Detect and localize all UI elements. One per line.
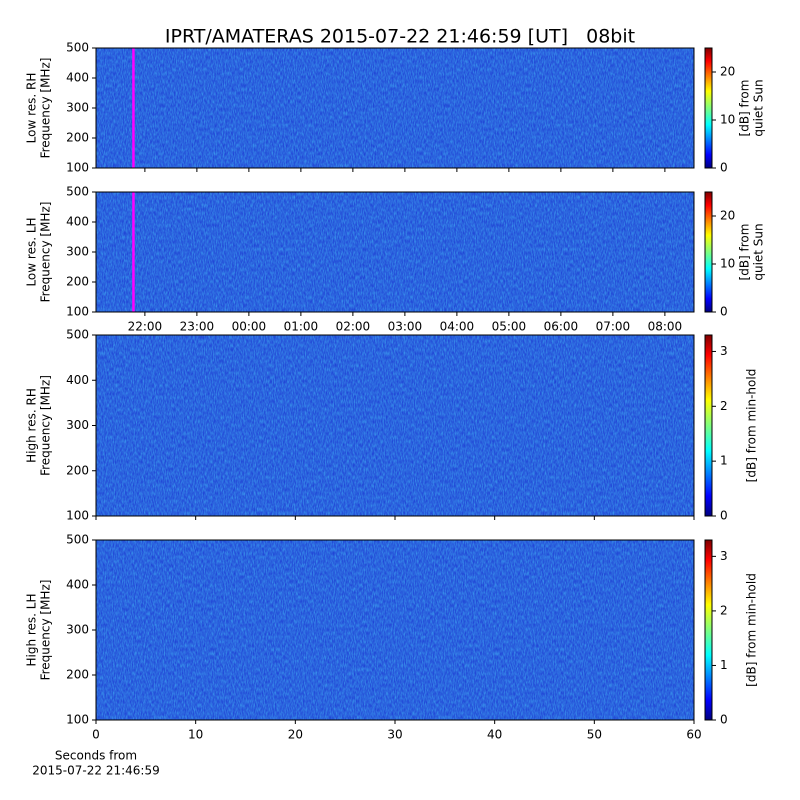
x-tick-label: 03:00 [388,320,423,334]
y-tick-label: 500 [66,41,89,55]
colorbar-label: [dB] from min-hold [745,573,759,687]
x-tick-label: 06:00 [544,320,579,334]
colorbar-tick-label: 10 [720,113,735,127]
x-tick-label: 23:00 [180,320,215,334]
colorbar-tick-label: 0 [720,305,728,319]
y-axis-label: Frequency [MHz] [39,375,53,476]
y-axis-label: Frequency [MHz] [39,580,53,681]
y-tick-label: 100 [66,713,89,727]
x-tick-label: 40 [487,728,502,742]
y-tick-label: 200 [66,668,89,682]
y-tick-label: 500 [66,533,89,547]
colorbar-label: [dB] from min-hold [745,369,759,483]
colorbar-label: [dB] from [738,80,752,137]
y-tick-label: 400 [66,215,89,229]
spectrogram-texture [96,335,694,516]
y-tick-label: 300 [66,418,89,432]
x-tick-label: 50 [587,728,602,742]
colorbar-tick-label: 0 [720,713,728,727]
y-tick-label: 200 [66,463,89,477]
colorbar-tick-label: 0 [720,509,728,523]
y-tick-label: 500 [66,185,89,199]
y-axis-label: Frequency [MHz] [39,58,53,159]
colorbar-label: [dB] from [738,224,752,281]
colorbar [704,191,713,313]
y-tick-label: 300 [66,101,89,115]
spectrogram-texture [96,192,694,312]
colorbar-tick-label: 2 [720,399,728,413]
y-axis-label: High res. RH [25,388,39,463]
y-axis-label: Low res. RH [25,73,39,144]
y-tick-label: 200 [66,275,89,289]
x-tick-label: 00:00 [232,320,267,334]
x-tick-label: 08:00 [648,320,683,334]
colorbar-tick-label: 1 [720,454,728,468]
y-axis-label: Low res. LH [25,217,39,286]
y-tick-label: 100 [66,509,89,523]
x-tick-label: 10 [188,728,203,742]
colorbar [704,47,713,169]
colorbar [704,334,713,517]
y-tick-label: 300 [66,623,89,637]
y-tick-label: 400 [66,578,89,592]
colorbar-tick-label: 0 [720,161,728,175]
x-axis-label: 2015-07-22 21:46:59 [32,764,159,778]
x-tick-label: 30 [387,728,402,742]
y-tick-label: 100 [66,161,89,175]
colorbar-tick-label: 3 [720,549,728,563]
x-tick-label: 05:00 [492,320,527,334]
x-tick-label: 01:00 [284,320,319,334]
y-tick-label: 400 [66,373,89,387]
colorbar-tick-label: 10 [720,257,735,271]
x-tick-label: 07:00 [596,320,631,334]
x-axis-label: Seconds from [55,749,137,763]
y-tick-label: 500 [66,328,89,342]
y-axis-label: High res. LH [25,593,39,666]
y-tick-label: 400 [66,71,89,85]
figure-title: IPRT/AMATERAS 2015-07-22 21:46:59 [UT] 0… [165,26,635,48]
x-tick-label: 20 [288,728,303,742]
colorbar-tick-label: 3 [720,344,728,358]
colorbar-tick-label: 2 [720,603,728,617]
spectrogram-texture [96,540,694,720]
colorbar-tick-label: 20 [720,209,735,223]
x-tick-label: 02:00 [336,320,371,334]
x-tick-label: 04:00 [440,320,475,334]
y-tick-label: 200 [66,131,89,145]
colorbar-tick-label: 20 [720,65,735,79]
y-tick-label: 100 [66,305,89,319]
colorbar-label: quiet Sun [752,79,766,136]
y-axis-label: Frequency [MHz] [39,202,53,303]
spectrogram-texture [96,48,694,168]
x-tick-label: 0 [92,728,100,742]
x-tick-label: 60 [686,728,701,742]
x-tick-label: 22:00 [128,320,163,334]
colorbar [704,539,713,721]
colorbar-tick-label: 1 [720,658,728,672]
y-tick-label: 300 [66,245,89,259]
colorbar-label: quiet Sun [752,223,766,280]
